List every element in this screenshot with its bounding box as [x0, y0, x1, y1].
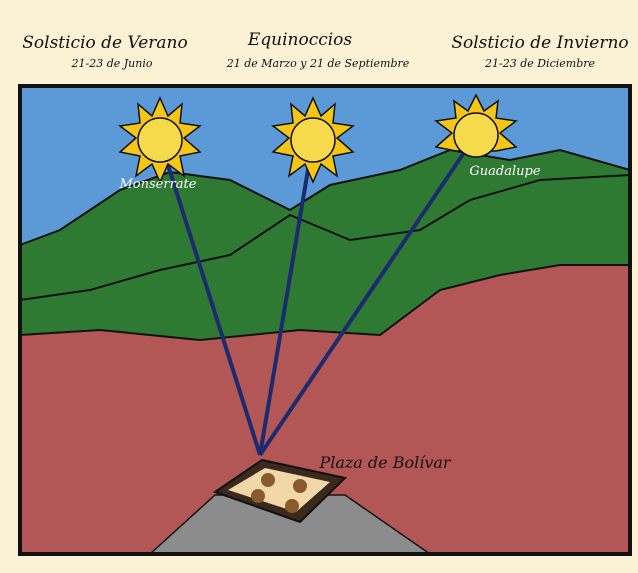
header-title: Equinoccios [247, 30, 353, 50]
header-dates: 21-23 de Diciembre [484, 57, 596, 70]
place-label: Guadalupe [469, 164, 540, 179]
illustration: Solsticio de Verano 21-23 de Junio Equin… [0, 0, 638, 573]
place-label: Plaza de Bolívar [318, 453, 451, 472]
header-dates: 21-23 de Junio [71, 57, 153, 70]
place-label: Monserrate [119, 177, 197, 192]
header-dates: 21 de Marzo y 21 de Septiembre [226, 57, 410, 70]
header-title: Solsticio de Invierno [451, 33, 628, 53]
scene [20, 86, 630, 554]
header-title: Solsticio de Verano [22, 33, 187, 53]
